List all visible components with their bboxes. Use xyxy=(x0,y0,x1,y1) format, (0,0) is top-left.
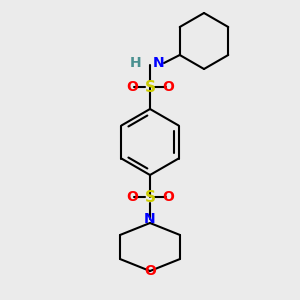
Text: S: S xyxy=(145,80,155,94)
Text: N: N xyxy=(153,56,165,70)
Text: H: H xyxy=(129,56,141,70)
Text: O: O xyxy=(126,190,138,204)
Text: O: O xyxy=(126,80,138,94)
Text: O: O xyxy=(162,80,174,94)
Text: N: N xyxy=(144,212,156,226)
Text: O: O xyxy=(144,264,156,278)
Text: S: S xyxy=(145,190,155,205)
Text: O: O xyxy=(162,190,174,204)
